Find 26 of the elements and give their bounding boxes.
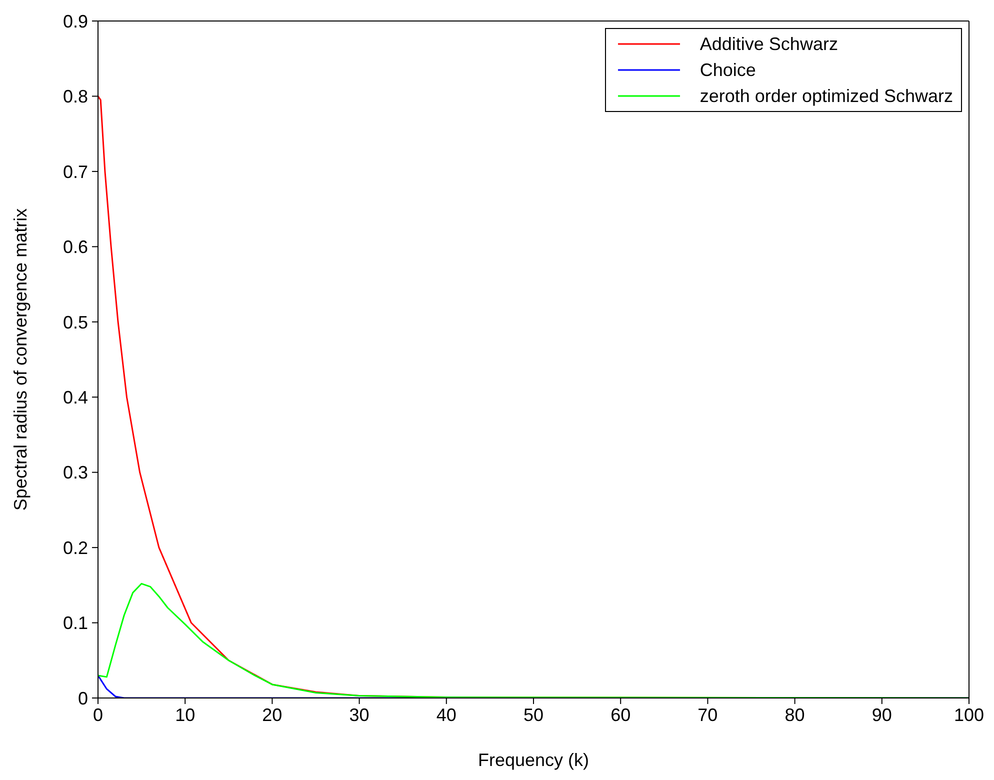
y-tick-label: 0.7: [62, 162, 88, 182]
x-tick-label: 20: [262, 704, 282, 725]
y-tick-label: 0.1: [62, 613, 88, 634]
x-tick-label: 30: [349, 704, 370, 725]
legend-label: Additive Schwarz: [700, 34, 838, 54]
x-tick-label: 90: [872, 704, 892, 725]
y-tick-label: 0: [78, 688, 88, 708]
x-tick-label: 100: [954, 704, 984, 725]
x-tick-label: 10: [175, 704, 196, 725]
y-tick-label: 0.5: [62, 312, 88, 332]
x-axis-title: Frequency (k): [478, 750, 590, 770]
y-axis-title: Spectral radius of convergence matrix: [10, 208, 30, 511]
y-tick-label: 0.3: [62, 462, 88, 483]
y-tick-label: 0.6: [62, 237, 88, 258]
x-tick-label: 70: [698, 704, 718, 725]
x-tick-label: 50: [523, 704, 544, 725]
y-tick-label: 0.9: [62, 11, 88, 32]
y-tick-label: 0.8: [62, 86, 88, 107]
x-tick-label: 0: [92, 704, 104, 725]
x-tick-label: 80: [784, 704, 805, 725]
x-tick-label: 60: [610, 704, 631, 725]
legend-label: zeroth order optimized Schwarz: [700, 86, 953, 106]
y-tick-label: 0.4: [62, 388, 88, 408]
legend-label: Choice: [700, 60, 756, 80]
x-tick-label: 40: [436, 704, 456, 725]
y-tick-label: 0.2: [62, 538, 88, 558]
